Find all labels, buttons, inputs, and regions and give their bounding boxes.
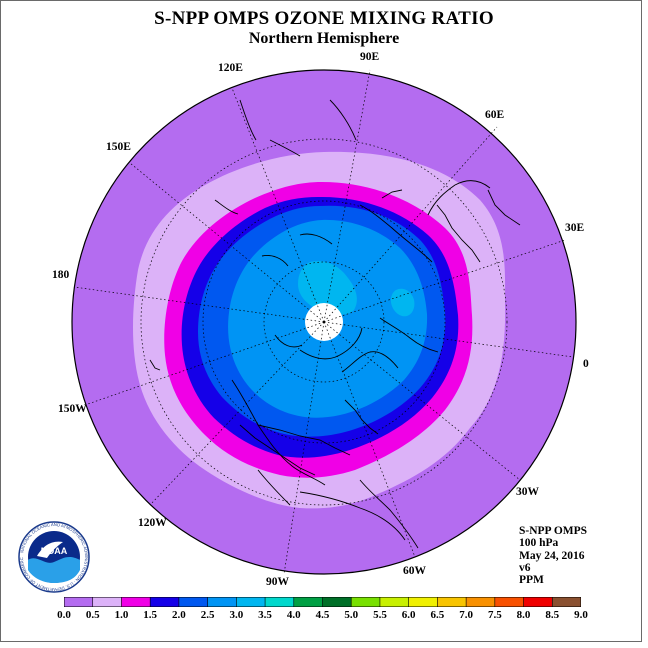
- colorbar-swatch: [264, 597, 295, 607]
- info-level: 100 hPa: [519, 537, 559, 550]
- lon-label-60w: 60W: [403, 565, 426, 577]
- colorbar-swatch: [293, 597, 324, 607]
- colorbar-swatch: [523, 597, 553, 607]
- colorbar-tick-label: 5.0: [344, 609, 359, 621]
- colorbar-swatch: [379, 597, 410, 607]
- info-instrument: S-NPP OMPS: [519, 525, 588, 537]
- map-title: S-NPP OMPS OZONE MIXING RATIO: [154, 8, 494, 29]
- colorbar-tick-label: 4.5: [315, 609, 330, 621]
- colorbar-swatch: [92, 597, 123, 607]
- colorbar-swatch: [350, 597, 381, 607]
- colorbar-tick-label: 1.0: [114, 609, 129, 621]
- colorbar-tick-label: 0.5: [85, 609, 100, 621]
- colorbar-swatch: [121, 597, 151, 607]
- colorbar: [64, 597, 581, 607]
- colorbar-swatch: [149, 597, 180, 607]
- colorbar-swatch: [494, 597, 525, 607]
- colorbar-tick-label: 6.0: [401, 609, 416, 621]
- map-subtitle: Northern Hemisphere: [248, 30, 400, 47]
- noaa-logo-text: NOAA: [41, 546, 68, 556]
- colorbar-tick-label: 3.0: [229, 609, 244, 621]
- colorbar-tick-label: 7.0: [459, 609, 473, 621]
- colorbar-tick-label: 0.0: [57, 609, 71, 621]
- lon-label-0: 0: [583, 358, 589, 370]
- info-block: S-NPP OMPS 100 hPa May 24, 2016 v6 PPM: [519, 525, 587, 586]
- colorbar-tick-label: 9.0: [574, 609, 588, 621]
- colorbar-swatch: [551, 597, 581, 607]
- colorbar-swatch: [178, 597, 209, 607]
- lon-label-30e: 30E: [565, 222, 585, 234]
- colorbar-swatch: [408, 597, 438, 607]
- lon-label-120w: 120W: [138, 517, 167, 529]
- band-3.0-3.5: [298, 260, 357, 315]
- colorbar-tick-label: 5.5: [373, 609, 387, 621]
- info-date: May 24, 2016: [519, 549, 585, 562]
- colorbar-tick-label: 6.5: [430, 609, 445, 621]
- colorbar-tick-label: 3.5: [258, 609, 272, 621]
- info-version: v6: [519, 561, 531, 574]
- info-units: PPM: [519, 574, 544, 587]
- colorbar-tick-label: 8.0: [516, 609, 531, 621]
- ozone-field: [72, 70, 576, 574]
- colorbar-tick-label: 2.5: [200, 609, 215, 621]
- colorbar-swatch: [236, 597, 266, 607]
- colorbar-swatch: [322, 597, 352, 607]
- lon-label-180: 180: [52, 269, 70, 281]
- graticule: [73, 69, 574, 575]
- lon-label-90e: 90E: [360, 51, 380, 63]
- lon-label-30w: 30W: [516, 486, 539, 498]
- band-3.0-3.5: [390, 288, 415, 317]
- colorbar-swatch: [207, 597, 237, 607]
- map-boundary: [71, 69, 577, 575]
- colorbar-swatch: [64, 597, 94, 607]
- lon-label-90w: 90W: [266, 576, 289, 588]
- lon-label-150e: 150E: [106, 141, 131, 153]
- colorbar-tick-label: 2.0: [172, 609, 186, 621]
- colorbar-tick-label: 7.5: [487, 609, 502, 621]
- colorbar-tick-labels: 0.0 0.5 1.0 1.5 2.0 2.5 3.0 3.5 4.0 4.5 5.0 5.5 6.0 6…: [0, 609, 648, 623]
- noaa-logo-icon: NOAA NATIONAL OCEANIC AND ATMOSPHERIC AD…: [17, 520, 90, 593]
- lon-label-120e: 120E: [218, 62, 243, 74]
- lon-label-60e: 60E: [485, 109, 505, 121]
- colorbar-tick-label: 1.5: [143, 609, 158, 621]
- colorbar-swatch: [437, 597, 467, 607]
- colorbar-tick-label: 8.5: [545, 609, 560, 621]
- lon-label-150w: 150W: [58, 403, 87, 415]
- colorbar-swatches: [64, 597, 581, 607]
- colorbar-tick-label: 4.0: [286, 609, 301, 621]
- colorbar-swatch: [465, 597, 496, 607]
- coastlines: [149, 99, 521, 549]
